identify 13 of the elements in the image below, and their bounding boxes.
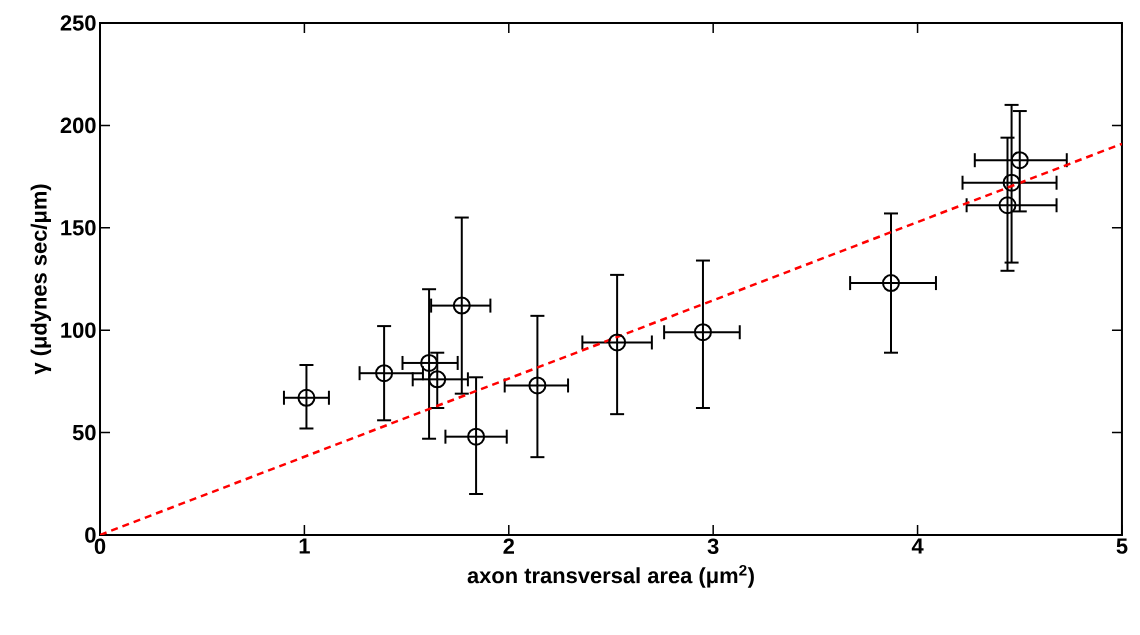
y-axis-title: γ (μdynes sec/μm) bbox=[30, 184, 52, 375]
x-tick-label: 1 bbox=[299, 538, 310, 554]
x-tick-label: 4 bbox=[911, 538, 924, 554]
x-tick-label: 5 bbox=[1116, 538, 1128, 554]
x-tick-label: 3 bbox=[707, 538, 719, 555]
y-tick-label: 50 bbox=[72, 424, 96, 441]
x-tick-label: 2 bbox=[503, 538, 515, 554]
y-tick-label: 200 bbox=[60, 117, 96, 134]
y-tick-label: 150 bbox=[61, 220, 96, 236]
y-tick-label: 100 bbox=[61, 322, 96, 338]
y-tick-label: 250 bbox=[60, 15, 96, 31]
x-axis-title: axon transversal area (μm$^{2}$) bbox=[467, 564, 754, 588]
y-tick-label: 0 bbox=[85, 527, 96, 543]
